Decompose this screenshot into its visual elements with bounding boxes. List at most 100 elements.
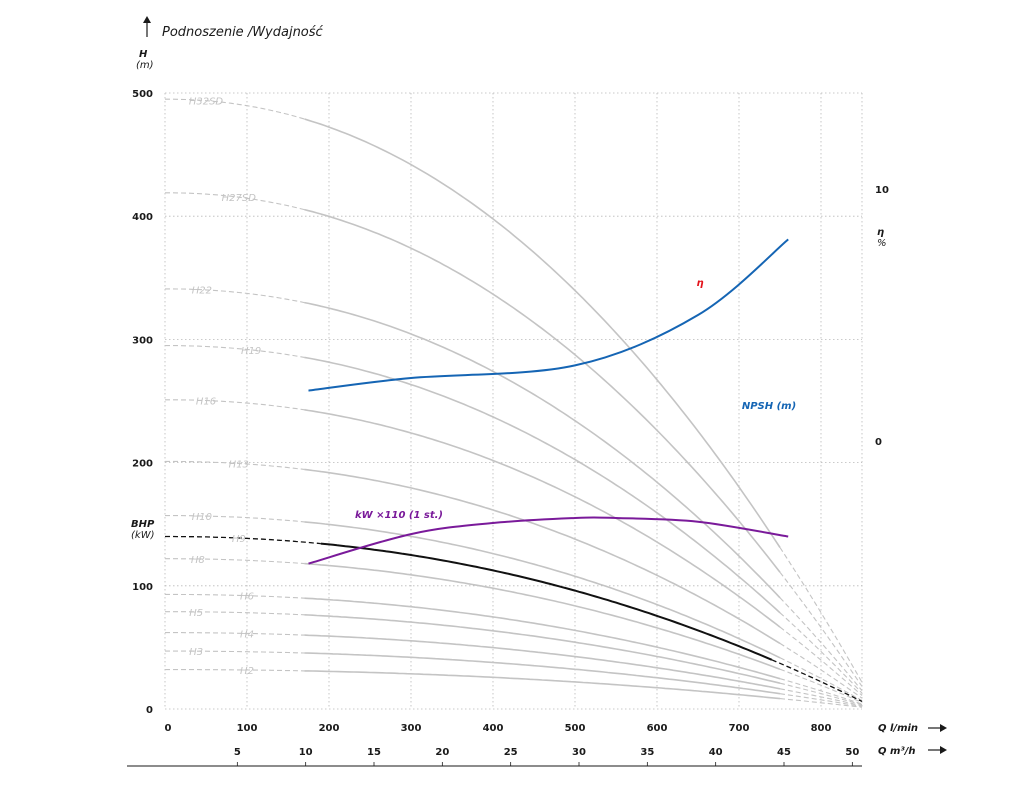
head-curve-dashed-end-h22	[779, 597, 863, 691]
head-curve-dashed-h22	[165, 288, 305, 304]
y-tick-label: 400	[132, 212, 153, 223]
x-tick-primary-label: 0	[165, 723, 172, 734]
up-arrow-icon	[143, 16, 151, 37]
efficiency-curve-label: η	[696, 278, 703, 289]
x-tick-primary-label: 700	[729, 723, 750, 734]
head-curve-dashed-end-h27sd	[779, 571, 863, 687]
head-curve-dashed-h2	[165, 669, 305, 672]
head-curve-dashed-end-h19	[779, 612, 863, 694]
head-curve-dashed-h13	[165, 460, 305, 470]
x-axis-secondary-label: Q m³/h	[878, 746, 916, 757]
h9-curve	[320, 542, 773, 661]
grid	[164, 92, 863, 710]
x-tick-primary-label: 300	[401, 723, 422, 734]
head-curve-label-h13: H13	[229, 459, 249, 470]
eta-axis-unit: %	[877, 238, 887, 249]
head-curve-label-h16: H16	[196, 397, 216, 408]
power-curve	[308, 516, 789, 565]
x-tick-secondary-label: 5	[234, 747, 241, 758]
head-curve-label-h2: H2	[240, 666, 254, 677]
head-curve-label-h8: H8	[191, 555, 205, 566]
x-tick-secondary-label: 15	[367, 747, 381, 758]
x-tick-secondary-label: 20	[435, 747, 449, 758]
y-tick-label: 200	[132, 459, 153, 470]
head-curves: H32SD H27SD H22 H19 H16 H13 H10 H8 H6 H5 H4 H3 H2	[165, 97, 863, 708]
head-curve-label-h19: H19	[241, 346, 261, 357]
head-curve-dashed-h3	[165, 650, 305, 654]
x-ticks: 0 100 200 300 400 500 600 700 800 5 10 15 20 25 30 35 40…	[165, 723, 859, 766]
eta-tick-label: 10	[875, 185, 889, 196]
head-curve-dashed-h6	[165, 593, 305, 599]
y-ticks: 0 100 200 300 400 500	[132, 89, 153, 716]
head-curve-dashed-end-h2	[779, 698, 863, 708]
head-curve-dashed-h32sd	[165, 98, 305, 120]
head-curve-dashed-end-h5	[779, 682, 863, 706]
y-axis-unit: (m)	[136, 60, 154, 71]
head-curve-dashed-end-h4	[779, 688, 863, 707]
head-curve-dashed-h5	[165, 611, 305, 616]
x-tick-secondary-label: 40	[709, 747, 723, 758]
x-tick-primary-label: 400	[483, 723, 504, 734]
x-tick-primary-label: 600	[647, 723, 668, 734]
right-arrow-icon	[928, 746, 947, 754]
chart-title: Podnoszenie /Wydajność	[162, 25, 324, 40]
x-tick-secondary-label: 35	[640, 747, 654, 758]
head-curve-h16	[304, 409, 781, 628]
x-tick-secondary-label: 45	[777, 747, 791, 758]
head-curve-h5	[304, 614, 781, 684]
npsh-curve	[308, 238, 789, 392]
head-curve-h8	[304, 562, 781, 670]
head-curve-h3	[304, 652, 781, 695]
head-curve-label-h27sd: H27SD	[222, 193, 257, 204]
x-tick-primary-label: 500	[565, 723, 586, 734]
x-axis-primary-label: Q l/min	[878, 723, 918, 734]
x-tick-primary-label: 800	[811, 723, 832, 734]
bhp-axis-unit: (kW)	[131, 530, 154, 541]
head-curve-h4	[304, 634, 781, 690]
head-curve-dashed-h4	[165, 632, 305, 636]
head-curve-h19	[304, 356, 781, 614]
h9-curve-dashed	[165, 535, 321, 545]
head-curve-label-h3: H3	[189, 647, 203, 658]
head-curve-h10	[304, 521, 781, 659]
head-curve-dashed-end-h13	[779, 642, 863, 699]
power-curve-label: kW ×110 (1 st.)	[355, 510, 443, 521]
y-tick-label: 500	[132, 89, 153, 100]
head-curve-dashed-end-h8	[779, 668, 863, 703]
head-curve-h6	[304, 597, 781, 680]
head-curve-label-h5: H5	[189, 608, 203, 619]
h9-curve-dashed-end	[771, 659, 863, 702]
x-tick-secondary-label: 10	[299, 747, 313, 758]
npsh-curve-label: NPSH (m)	[742, 401, 796, 412]
head-curve-h22	[304, 301, 781, 599]
head-curve-dashed-h10	[165, 515, 305, 523]
head-curve-h27sd	[304, 208, 781, 573]
head-curve-label-h6: H6	[240, 592, 254, 603]
h9-curve-label: H9	[232, 534, 246, 545]
x-tick-secondary-label: 30	[572, 747, 586, 758]
head-curve-dashed-end-h16	[779, 626, 863, 696]
head-curve-label-h32sd: H32SD	[189, 97, 224, 108]
eta-axis-label: η	[877, 227, 884, 238]
head-curve-dashed-end-h10	[779, 657, 863, 701]
eta-tick-label: 0	[875, 437, 882, 448]
x-tick-primary-label: 200	[319, 723, 340, 734]
y-axis-label: H	[139, 49, 148, 60]
head-curve-dashed-end-h32sd	[779, 547, 863, 683]
head-curve-h2	[304, 670, 781, 700]
eta-ticks: 010203040506070	[875, 185, 889, 448]
head-curve-dashed-h8	[165, 558, 305, 565]
head-curve-label-h22: H22	[192, 286, 212, 297]
head-curve-dashed-h16	[165, 399, 305, 411]
x-tick-primary-label: 100	[237, 723, 258, 734]
x-tick-secondary-label: 50	[845, 747, 859, 758]
head-curve-h32sd	[304, 118, 781, 548]
head-curve-dashed-end-h3	[779, 693, 863, 708]
y-tick-label: 300	[132, 335, 153, 346]
head-curve-h13	[304, 468, 781, 645]
x-tick-secondary-label: 25	[504, 747, 518, 758]
y-tick-label: 0	[146, 705, 153, 716]
series-curves: H9 η NPSH (m) kW ×110 (1 st.)	[165, 238, 863, 702]
head-curve-dashed-end-h6	[779, 678, 863, 705]
